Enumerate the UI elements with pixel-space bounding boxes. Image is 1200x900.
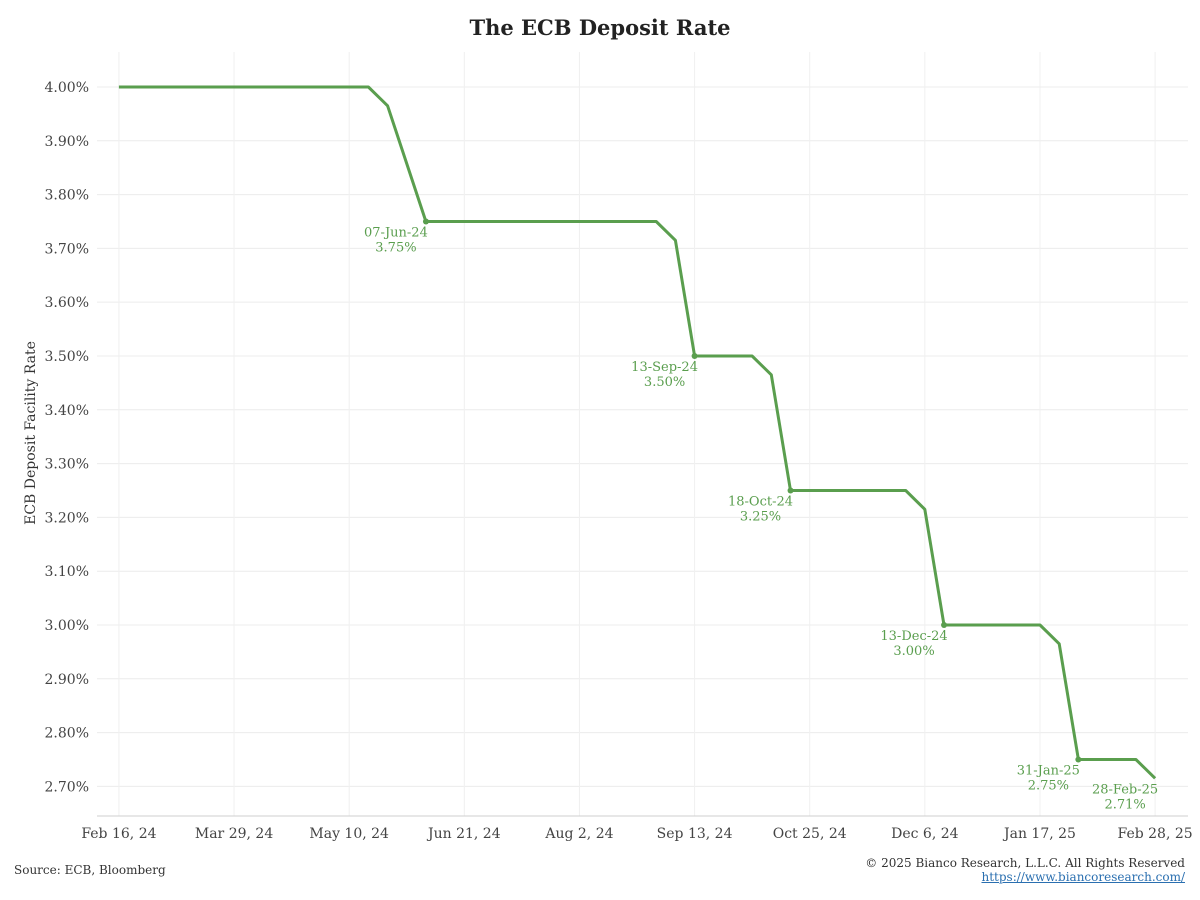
y-axis-ticks: 2.70% 2.80% 2.90% 3.00% 3.10% 3.20% 3.30% 3.40%… [45,80,89,795]
x-tick-label: Feb 16, 24 [81,826,156,842]
y-tick-label: 2.70% [45,779,89,795]
x-tick-label: Oct 25, 24 [773,826,847,842]
x-tick-label: Jun 21, 24 [426,826,501,842]
series-line [118,85,1157,780]
annotation-date-label: 28-Feb-25 [1092,782,1158,797]
annotation-layer: 07-Jun-243.75% 13-Sep-243.50% 18-Oct-243.2… [364,218,1158,812]
y-tick-label: 3.90% [45,134,89,150]
x-tick-label: Mar 29, 24 [195,826,273,842]
gridlines [97,52,1188,816]
y-tick-label: 2.80% [45,726,89,742]
x-tick-label: Dec 6, 24 [891,826,959,842]
y-axis-label: ECB Deposit Facility Rate [23,341,39,525]
y-tick-label: 4.00% [45,80,89,96]
data-point [422,218,429,225]
chart-title: The ECB Deposit Rate [469,15,731,40]
y-tick-label: 3.70% [45,241,89,257]
annotation-value-label: 3.50% [644,375,685,390]
annotation-value-label: 3.00% [893,644,934,659]
y-tick-label: 2.90% [45,672,89,688]
annotation-date-label: 13-Sep-24 [631,360,698,375]
annotation-value-label: 3.75% [375,240,416,255]
y-tick-label: 3.50% [45,349,89,365]
annotation-value-label: 3.25% [740,509,781,524]
annotation-date-label: 18-Oct-24 [728,494,793,509]
annotation-value-label: 2.71% [1104,797,1145,812]
data-point [941,622,948,628]
source-note: Source: ECB, Bloomberg [14,863,166,877]
series-layer [118,85,1157,780]
data-point [691,352,698,359]
x-tick-label: Sep 13, 24 [657,826,733,842]
y-tick-label: 3.20% [45,510,89,526]
data-point [1075,756,1082,763]
annotation-date-label: 07-Jun-24 [364,225,428,240]
copyright-note: © 2025 Bianco Research, L.L.C. All Right… [865,856,1185,870]
x-tick-label: Jan 17, 25 [1002,826,1076,842]
website-link[interactable]: https://www.biancoresearch.com/ [981,870,1185,884]
annotation-date-label: 31-Jan-25 [1017,764,1080,779]
y-tick-label: 3.40% [45,403,89,419]
annotation-value-label: 2.75% [1028,779,1069,794]
x-axis-ticks: Feb 16, 24 Mar 29, 24 May 10, 24 Jun 21, 24… [81,826,1192,842]
y-tick-label: 3.00% [45,618,89,634]
x-tick-label: Feb 28, 25 [1118,826,1193,842]
y-tick-label: 3.10% [45,564,89,580]
y-tick-label: 3.60% [45,295,89,311]
x-tick-label: Aug 2, 24 [544,826,613,842]
data-point [787,487,794,494]
y-tick-label: 3.80% [45,188,89,204]
x-tick-label: May 10, 24 [309,826,389,842]
annotation-date-label: 13-Dec-24 [880,629,947,644]
y-tick-label: 3.30% [45,457,89,473]
